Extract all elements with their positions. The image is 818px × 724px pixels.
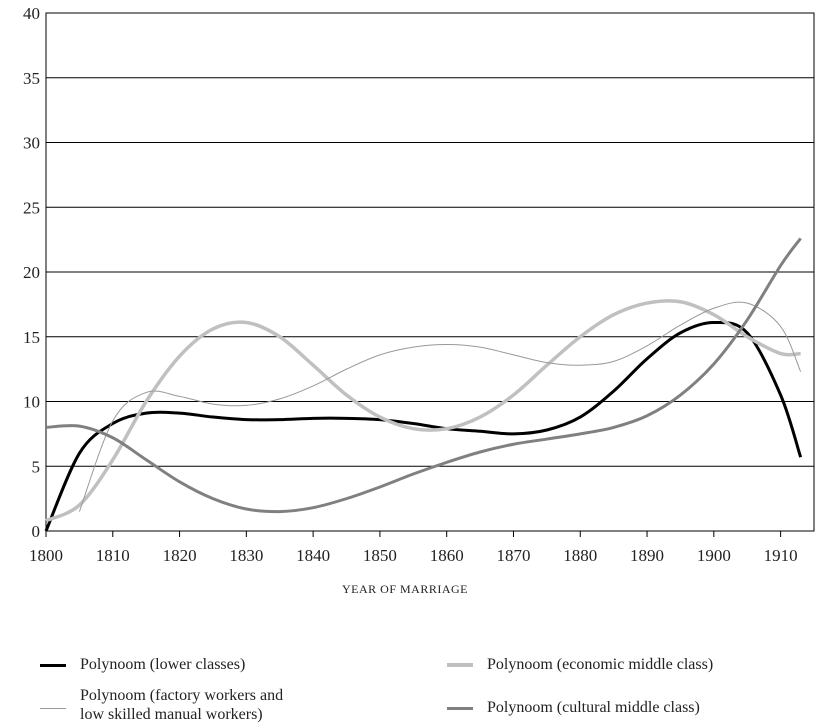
- x-tick-label: 1870: [496, 546, 530, 565]
- legend-swatch: [447, 663, 473, 667]
- legend-swatch: [40, 663, 66, 667]
- series-line: [78, 301, 802, 512]
- x-axis-label: YEAR OF MARRIAGE: [342, 582, 468, 596]
- x-tick-label: 1810: [96, 546, 130, 565]
- x-tick-label: 1860: [430, 546, 464, 565]
- x-tick-label: 1840: [296, 546, 330, 565]
- y-tick-label: 10: [23, 393, 40, 412]
- legend-label: Polynoom (cultural middle class): [487, 699, 700, 716]
- legend-swatch: [447, 706, 473, 710]
- x-tick-label: 1910: [764, 546, 798, 565]
- series-line: [45, 237, 802, 514]
- y-tick-label: 0: [32, 522, 41, 541]
- plot-frame: [45, 12, 815, 532]
- y-tick-label: 25: [23, 198, 40, 217]
- legend-label: Polynoom (factory workers and low skille…: [80, 687, 284, 723]
- x-tick-label: 1850: [363, 546, 397, 565]
- x-tick-label: 1820: [163, 546, 197, 565]
- series-line: [44, 320, 803, 532]
- x-tick-label: 1900: [697, 546, 731, 565]
- y-tick-label: 40: [23, 4, 40, 23]
- x-tick-label: 1880: [563, 546, 597, 565]
- x-tick-label: 1890: [630, 546, 664, 565]
- y-tick-label: 35: [23, 69, 40, 88]
- chart: YEAR OF MARRIAGE 0 5 10 15 20 25 30 35 40 1800 181…: [23, 4, 815, 596]
- x-tick-label: 1830: [229, 546, 263, 565]
- legend-label: Polynoom (lower classes): [80, 656, 246, 673]
- legend-label: Polynoom (economic middle class): [487, 656, 714, 673]
- y-tick-label: 5: [32, 457, 41, 476]
- y-tick-label: 20: [23, 263, 40, 282]
- series-line: [45, 299, 801, 523]
- legend-swatch: [40, 707, 66, 709]
- y-tick-label: 15: [23, 328, 40, 347]
- x-tick-label: 1800: [29, 546, 63, 565]
- y-tick-label: 30: [23, 134, 40, 153]
